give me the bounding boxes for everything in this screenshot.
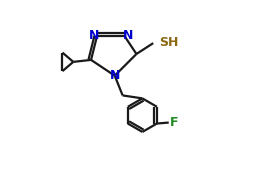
Text: N: N <box>89 29 99 42</box>
Text: F: F <box>170 116 179 129</box>
Text: N: N <box>109 69 120 82</box>
Text: SH: SH <box>159 36 178 49</box>
Text: N: N <box>122 29 133 42</box>
